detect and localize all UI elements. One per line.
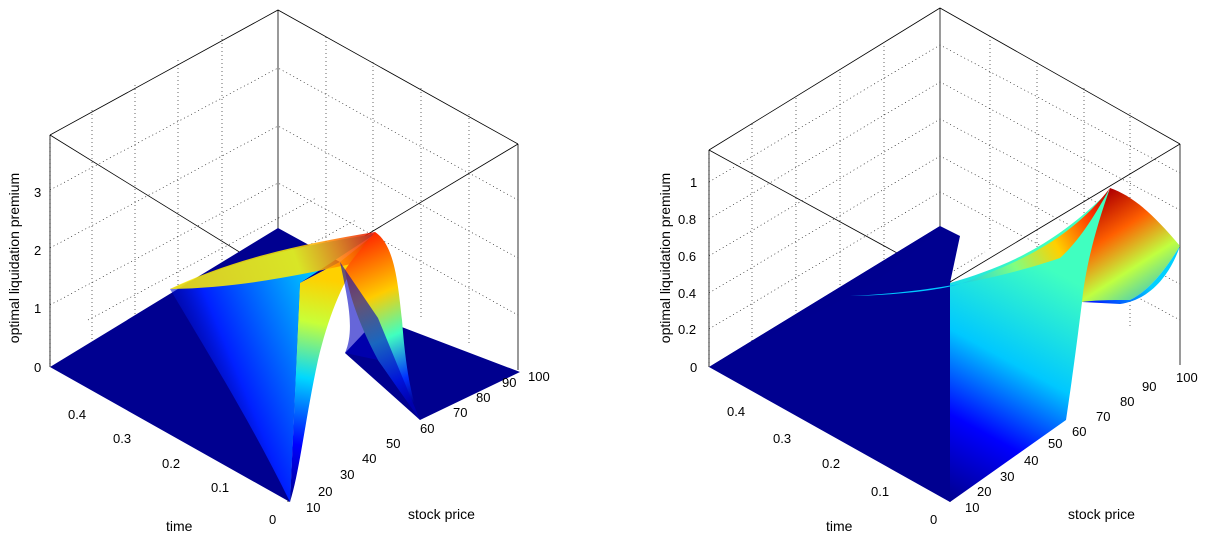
x-tick: 90 [1142,379,1156,394]
y-tick: 0.3 [773,431,791,446]
z-tick: 0 [690,360,697,375]
z-tick: 1 [34,301,41,316]
chart-2-z-axis: 0 0.2 0.4 0.6 0.8 1 optimal liquidation … [657,173,697,375]
chart-2-surface-underside [1082,246,1180,304]
x-tick: 60 [420,421,434,436]
z-tick: 0.2 [678,322,696,337]
x-tick: 20 [977,484,991,499]
z-tick: 0.6 [678,249,696,264]
y-axis-label: time [166,518,193,534]
y-tick: 0.2 [162,456,180,471]
chart-1-surface [50,228,520,502]
z-tick: 1 [690,175,697,190]
chart-2: 0 0.2 0.4 0.6 0.8 1 optimal liquidation … [657,7,1198,534]
chart-1-x-axis: 10 20 30 40 50 60 70 80 90 100 stock pri… [306,369,550,522]
z-tick: 2 [34,243,41,258]
z-tick: 0.8 [678,212,696,227]
y-axis-label: time [826,518,853,534]
chart-2-surface-floor [709,226,960,502]
x-tick: 40 [362,451,376,466]
x-tick: 40 [1024,453,1038,468]
z-tick: 0.4 [678,286,696,301]
chart-1-surface-left-face [170,234,375,502]
chart-2-surface-side [1082,188,1180,302]
x-tick: 100 [528,369,550,384]
y-tick: 0.4 [727,404,745,419]
y-tick: 0.3 [113,431,131,446]
y-tick: 0.1 [871,484,889,499]
x-tick: 20 [318,484,332,499]
y-tick: 0.2 [822,456,840,471]
chart-2-y-axis: 0 0.1 0.2 0.3 0.4 time [727,404,937,534]
y-tick: 0 [269,512,276,527]
chart-1-surface-right-face [340,262,420,420]
chart-1: 0 1 2 3 optimal liquidation premium 0 0.… [6,9,550,534]
chart-1-surface-right-slope [345,232,420,420]
x-tick: 80 [476,390,490,405]
z-axis-label: optimal liquidation premium [6,173,22,343]
y-tick: 0.1 [211,480,229,495]
z-tick: 0 [34,360,41,375]
x-tick: 50 [1048,436,1062,451]
chart-2-surface-top [850,188,1110,296]
z-tick: 3 [34,185,41,200]
chart-1-y-axis: 0 0.1 0.2 0.3 0.4 time [68,407,276,534]
x-axis-label: stock price [408,506,475,522]
chart-2-x-axis: 10 20 30 40 50 60 70 80 90 100 stock pri… [965,370,1198,522]
x-tick: 10 [965,500,979,515]
x-tick: 70 [453,405,467,420]
x-tick: 80 [1120,394,1134,409]
x-tick: 30 [1000,469,1014,484]
y-tick: 0.4 [68,407,86,422]
x-tick: 100 [1176,370,1198,385]
z-axis-label: optimal liquidation premium [657,173,673,343]
chart-1-z-axis: 0 1 2 3 optimal liquidation premium [6,173,41,375]
x-tick: 30 [340,467,354,482]
x-tick: 50 [386,436,400,451]
chart-2-surface-floor-left [709,226,940,367]
chart-1-surface-left-slope [290,234,375,502]
y-tick: 0 [930,512,937,527]
x-tick: 70 [1096,409,1110,424]
x-tick: 10 [306,500,320,515]
x-tick: 90 [502,375,516,390]
chart-1-surface-ridge [170,232,380,289]
x-axis-label: stock price [1068,506,1135,522]
chart-2-surface [709,188,1180,502]
x-tick: 60 [1072,424,1086,439]
chart-2-surface-front [950,190,1110,502]
